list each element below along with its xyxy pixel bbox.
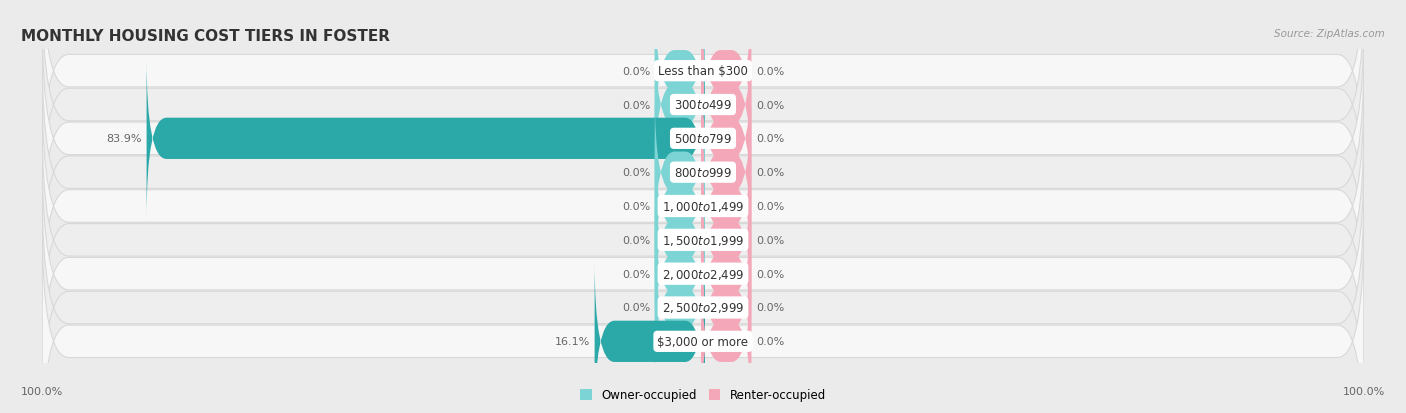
Text: 0.0%: 0.0% xyxy=(621,100,650,110)
FancyBboxPatch shape xyxy=(655,0,704,152)
Text: 16.1%: 16.1% xyxy=(555,337,591,347)
FancyBboxPatch shape xyxy=(702,261,751,413)
FancyBboxPatch shape xyxy=(42,88,1364,325)
Text: $1,500 to $1,999: $1,500 to $1,999 xyxy=(662,233,744,247)
Text: $300 to $499: $300 to $499 xyxy=(673,99,733,112)
FancyBboxPatch shape xyxy=(655,159,704,321)
FancyBboxPatch shape xyxy=(655,193,704,355)
Text: MONTHLY HOUSING COST TIERS IN FOSTER: MONTHLY HOUSING COST TIERS IN FOSTER xyxy=(21,29,389,44)
FancyBboxPatch shape xyxy=(702,58,751,220)
FancyBboxPatch shape xyxy=(655,92,704,254)
Text: 0.0%: 0.0% xyxy=(756,303,785,313)
Text: $800 to $999: $800 to $999 xyxy=(673,166,733,179)
Text: 0.0%: 0.0% xyxy=(756,269,785,279)
Text: 0.0%: 0.0% xyxy=(756,337,785,347)
FancyBboxPatch shape xyxy=(146,58,704,220)
Text: $2,500 to $2,999: $2,500 to $2,999 xyxy=(662,301,744,315)
FancyBboxPatch shape xyxy=(42,189,1364,413)
Text: 0.0%: 0.0% xyxy=(621,66,650,76)
FancyBboxPatch shape xyxy=(702,92,751,254)
FancyBboxPatch shape xyxy=(702,0,751,152)
Text: 0.0%: 0.0% xyxy=(756,66,785,76)
FancyBboxPatch shape xyxy=(702,159,751,321)
FancyBboxPatch shape xyxy=(702,126,751,287)
Text: 0.0%: 0.0% xyxy=(756,134,785,144)
FancyBboxPatch shape xyxy=(655,126,704,287)
FancyBboxPatch shape xyxy=(42,0,1364,224)
FancyBboxPatch shape xyxy=(42,54,1364,292)
FancyBboxPatch shape xyxy=(702,193,751,355)
FancyBboxPatch shape xyxy=(595,261,704,413)
Text: 83.9%: 83.9% xyxy=(107,134,142,144)
Text: 0.0%: 0.0% xyxy=(621,303,650,313)
Text: 100.0%: 100.0% xyxy=(1343,387,1385,396)
FancyBboxPatch shape xyxy=(655,227,704,388)
Text: 0.0%: 0.0% xyxy=(621,202,650,211)
FancyBboxPatch shape xyxy=(42,20,1364,258)
FancyBboxPatch shape xyxy=(702,227,751,388)
Text: 0.0%: 0.0% xyxy=(756,100,785,110)
Text: Source: ZipAtlas.com: Source: ZipAtlas.com xyxy=(1274,29,1385,39)
Text: $2,000 to $2,499: $2,000 to $2,499 xyxy=(662,267,744,281)
Text: 0.0%: 0.0% xyxy=(621,235,650,245)
Text: $1,000 to $1,499: $1,000 to $1,499 xyxy=(662,199,744,214)
Text: 0.0%: 0.0% xyxy=(621,168,650,178)
FancyBboxPatch shape xyxy=(702,25,751,186)
FancyBboxPatch shape xyxy=(42,121,1364,359)
Text: 0.0%: 0.0% xyxy=(756,168,785,178)
Text: 0.0%: 0.0% xyxy=(756,202,785,211)
Legend: Owner-occupied, Renter-occupied: Owner-occupied, Renter-occupied xyxy=(579,389,827,401)
FancyBboxPatch shape xyxy=(42,0,1364,190)
Text: Less than $300: Less than $300 xyxy=(658,65,748,78)
Text: 100.0%: 100.0% xyxy=(21,387,63,396)
FancyBboxPatch shape xyxy=(655,25,704,186)
Text: $3,000 or more: $3,000 or more xyxy=(658,335,748,348)
Text: $500 to $799: $500 to $799 xyxy=(673,133,733,145)
FancyBboxPatch shape xyxy=(42,155,1364,393)
Text: 0.0%: 0.0% xyxy=(756,235,785,245)
FancyBboxPatch shape xyxy=(42,223,1364,413)
Text: 0.0%: 0.0% xyxy=(621,269,650,279)
